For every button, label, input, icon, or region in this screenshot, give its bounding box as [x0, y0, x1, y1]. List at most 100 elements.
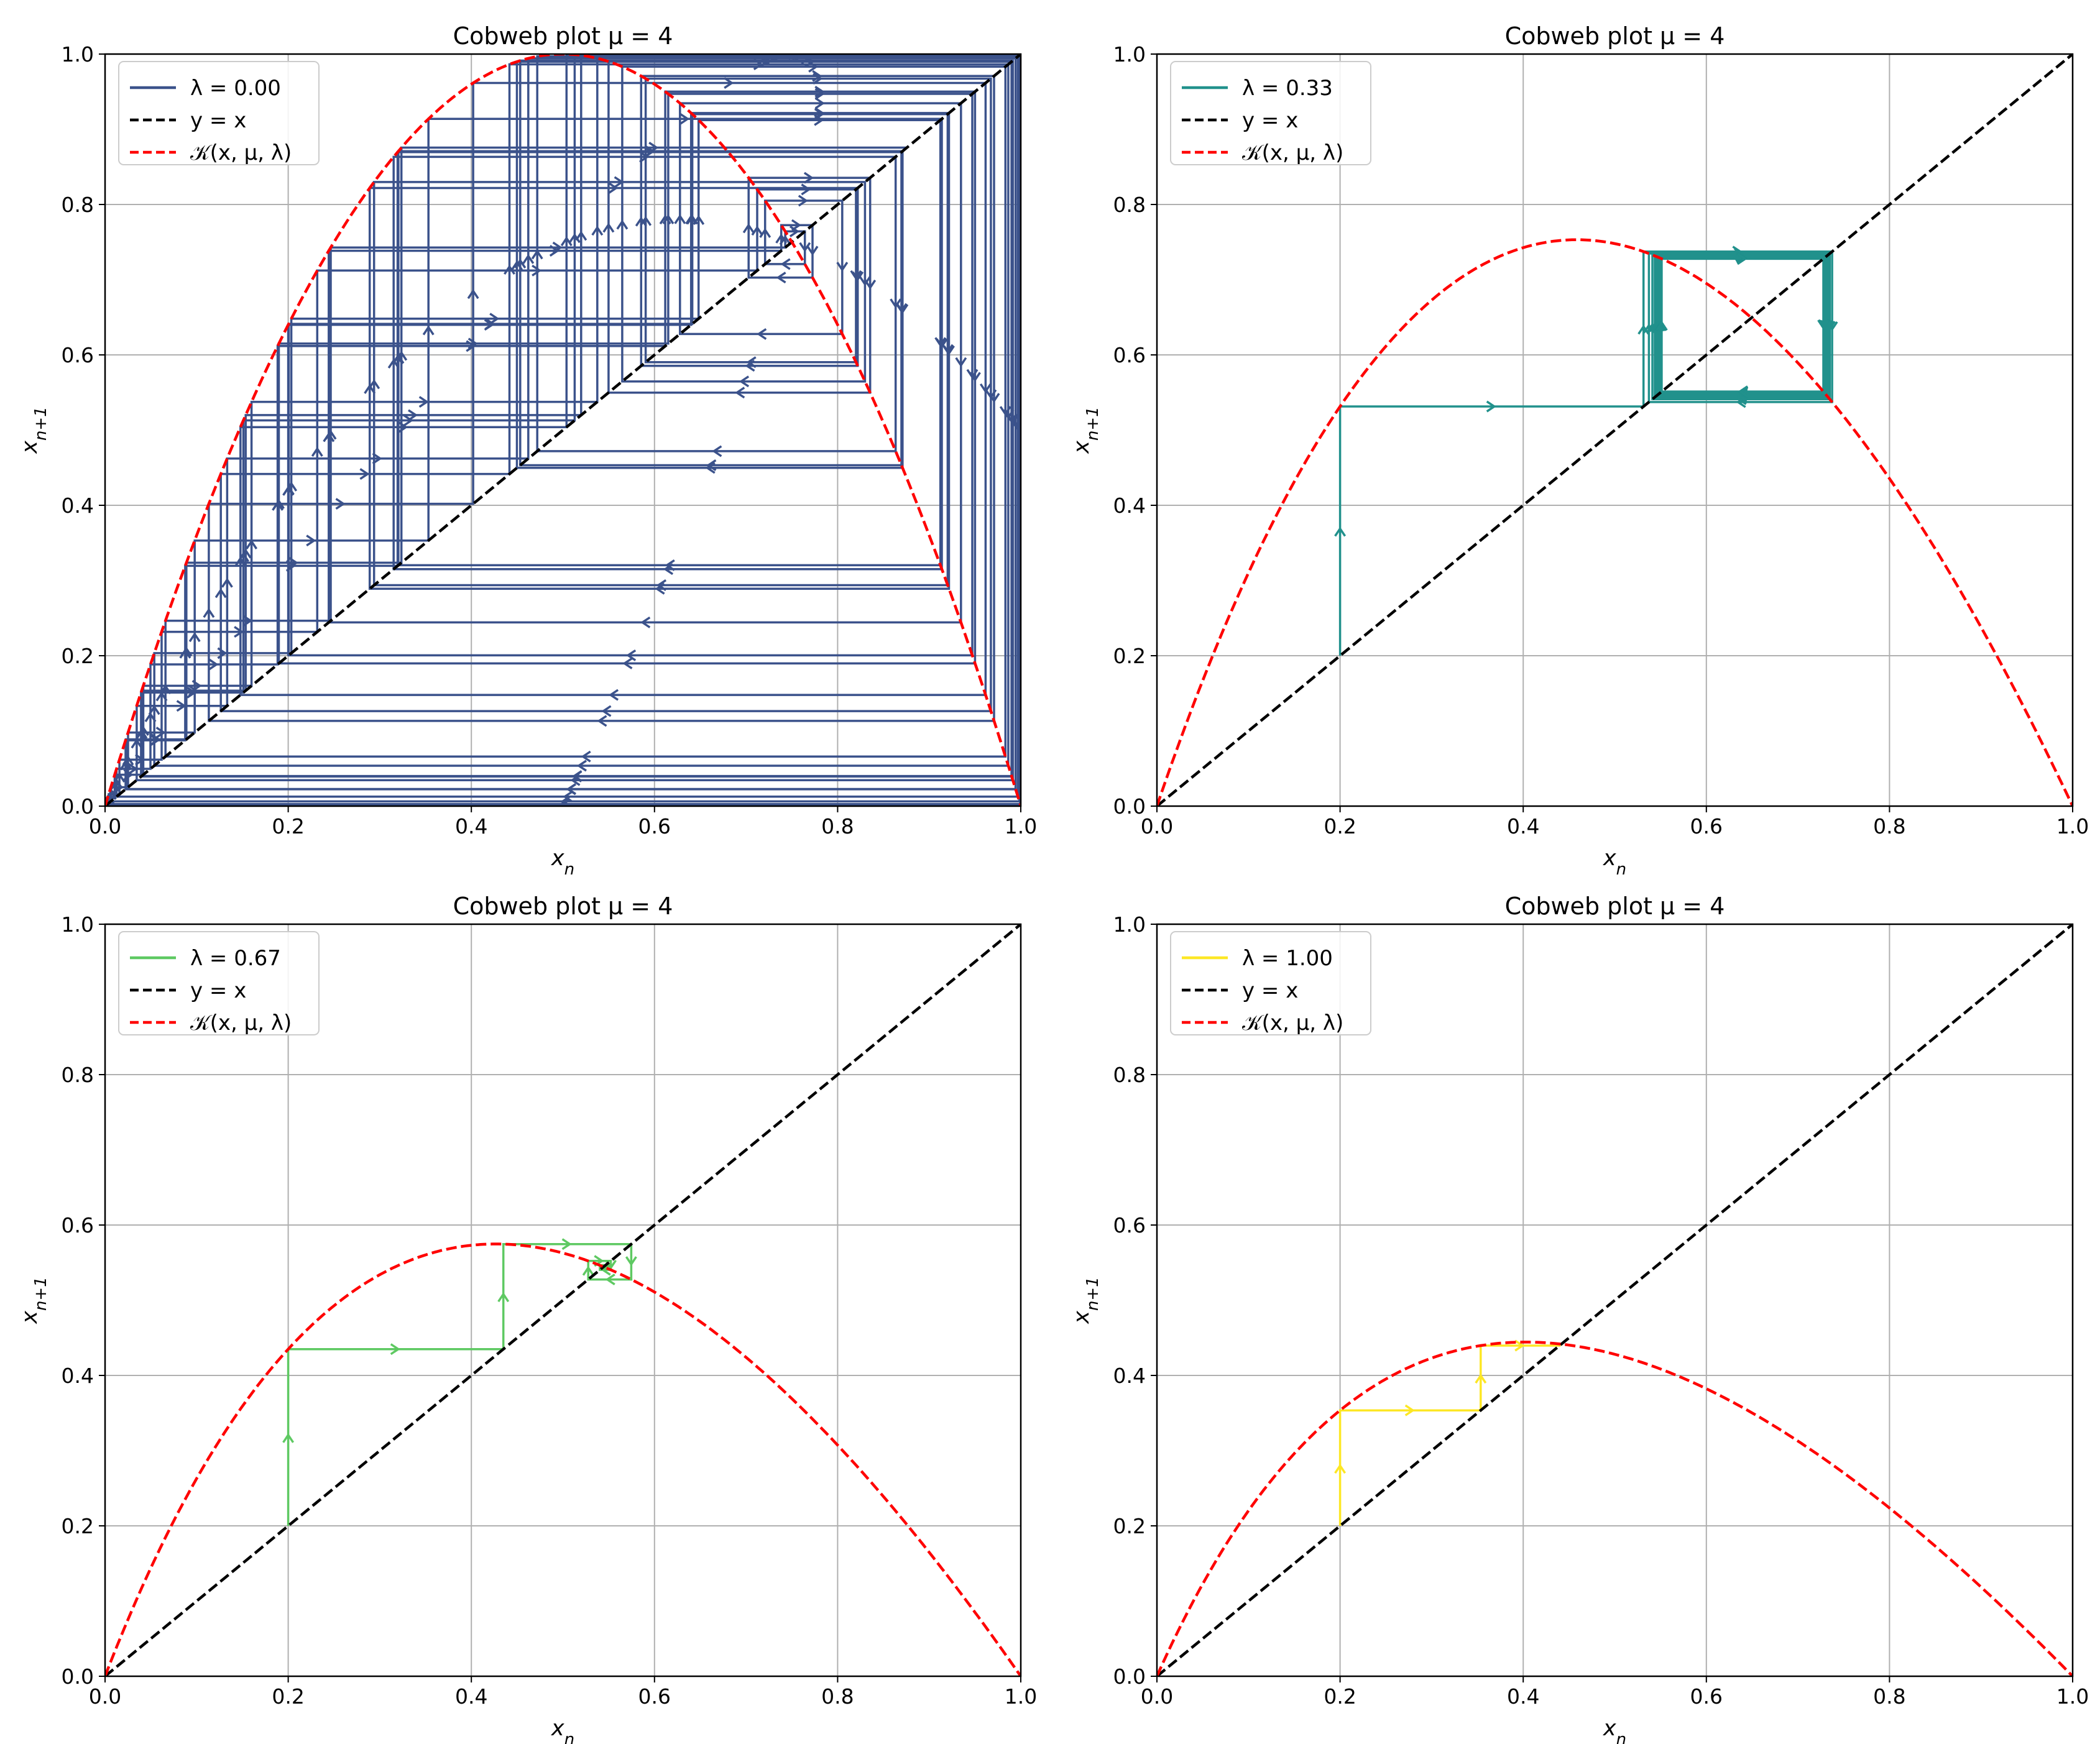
cobweb-arrow: [665, 559, 675, 571]
cobweb-arrow: [712, 445, 722, 457]
cobweb-arrow: [775, 233, 788, 244]
cobweb-arrow: [576, 760, 587, 772]
cobweb-arrow: [771, 54, 782, 63]
map-curve: [105, 1242, 1021, 1676]
legend: λ = 1.00 y = x 𝒦(x, μ, λ): [1170, 931, 1371, 1035]
x-tick-label: 0.4: [455, 814, 487, 838]
cobweb-arrow: [955, 357, 967, 367]
cobweb-arrow: [742, 223, 755, 234]
cobweb-arrow: [601, 705, 612, 717]
cobweb-arrow: [560, 236, 573, 247]
cobweb-arrow: [757, 328, 767, 340]
x-tick-label: 0.8: [1873, 1684, 1905, 1709]
x-tick-label: 0.8: [821, 1684, 854, 1709]
x-tick-label: 0.6: [1690, 1684, 1723, 1709]
cobweb-arrow: [191, 679, 202, 692]
cobweb-arrow: [625, 1256, 637, 1267]
x-tick-label: 0.6: [638, 1684, 671, 1709]
y-tick-label: 0.6: [1113, 1213, 1146, 1237]
identity-line: [105, 924, 1021, 1676]
cobweb-arrow: [273, 498, 285, 510]
y-tick-label: 0.0: [62, 1664, 94, 1689]
cobweb-arrow: [497, 1292, 510, 1303]
cobweb-arrow: [735, 387, 745, 399]
x-tick-label: 1.0: [1005, 1684, 1037, 1709]
cobweb-arrow: [1334, 1463, 1347, 1474]
cobweb-arrow: [422, 325, 435, 336]
legend-entry: y = x: [190, 108, 246, 133]
y-tick-label: 1.0: [1113, 42, 1146, 67]
cobweb-arrow: [1514, 1339, 1525, 1352]
y-tick-label: 1.0: [62, 912, 94, 937]
x-tick-label: 0.8: [1873, 814, 1905, 838]
cobweb-arrow: [597, 715, 607, 727]
cobweb-arrow: [813, 73, 823, 85]
chart-title: Cobweb plot μ = 4: [1505, 22, 1725, 50]
x-tick-label: 1.0: [1005, 814, 1037, 838]
map-curve: [1157, 1341, 2073, 1676]
x-tick-label: 0.8: [821, 814, 854, 838]
cobweb-arrow: [582, 1265, 594, 1276]
x-tick-label: 1.0: [2056, 1684, 2089, 1709]
cobweb-arrow: [144, 712, 157, 722]
y-tick-label: 0.2: [1113, 644, 1146, 668]
cobweb-arrow: [626, 649, 637, 661]
cobweb-arrow: [659, 214, 671, 225]
cobweb-arrow: [799, 242, 811, 252]
cobweb-arrow: [335, 498, 346, 510]
cobweb-arrow: [655, 582, 665, 595]
cobweb-arrow: [282, 485, 295, 495]
cobweb-arrow: [662, 214, 675, 224]
cobweb-arrow: [1656, 321, 1668, 331]
cobweb-arrow: [643, 146, 654, 158]
cobweb-arrow: [814, 85, 825, 98]
cobweb-arrow: [559, 798, 569, 806]
cobweb-arrow: [999, 406, 1011, 416]
cobweb-arrow: [985, 389, 997, 400]
cobweb-arrow: [761, 55, 771, 67]
y-tick-label: 0.2: [62, 1514, 94, 1538]
y-tick-label: 0.8: [62, 1063, 94, 1087]
cobweb-arrow: [890, 298, 902, 309]
cobweb-arrow: [812, 70, 822, 82]
cobweb-arrow: [766, 54, 776, 65]
cobweb-arrow: [131, 738, 143, 749]
cobweb-arrow: [575, 231, 587, 241]
cobweb-arrow: [372, 452, 382, 465]
legend-entry: λ = 1.00: [1242, 946, 1333, 971]
cobweb-arrow: [390, 1343, 400, 1356]
cobweb-arrow: [836, 262, 849, 272]
y-tick-label: 0.4: [62, 493, 94, 518]
cobweb-arrow: [237, 552, 249, 562]
cobweb-arrow: [616, 219, 629, 230]
x-tick-label: 0.0: [89, 1684, 121, 1709]
cobweb-arrow: [514, 258, 527, 268]
chart-title: Cobweb plot μ = 4: [1505, 893, 1725, 920]
legend-entry: λ = 0.67: [190, 946, 281, 971]
y-tick-label: 1.0: [62, 42, 94, 67]
cobweb-arrow: [591, 226, 604, 236]
axes-frame: [1156, 923, 2074, 1677]
legend-entry: λ = 0.33: [1242, 76, 1333, 101]
y-tick-label: 0.2: [62, 644, 94, 668]
x-axis-label: xn: [1603, 1716, 1626, 1744]
y-tick-label: 0.8: [1113, 193, 1146, 217]
cobweb-arrow: [602, 223, 615, 233]
cobweb-arrow: [504, 264, 515, 275]
identity-line: [1157, 54, 2073, 806]
cobweb-arrow: [789, 225, 800, 237]
cobweb-arrow: [511, 260, 523, 270]
y-axis-label: xn+1: [17, 1277, 50, 1324]
legend-entry: 𝒦(x, μ, λ): [190, 1011, 292, 1035]
cobweb-arrow: [622, 657, 633, 669]
cobweb-arrow: [635, 216, 647, 227]
cobweb-arrow: [203, 608, 215, 618]
x-axis-label: xn: [551, 846, 574, 879]
x-tick-label: 0.4: [1507, 1684, 1539, 1709]
y-tick-label: 0.0: [1113, 1664, 1146, 1689]
cobweb-path: [1338, 250, 1833, 656]
cobweb-arrow: [751, 225, 763, 236]
cobweb-arrow: [242, 615, 253, 627]
cobweb-arrow: [489, 313, 500, 325]
cobweb-arrow: [531, 249, 543, 260]
